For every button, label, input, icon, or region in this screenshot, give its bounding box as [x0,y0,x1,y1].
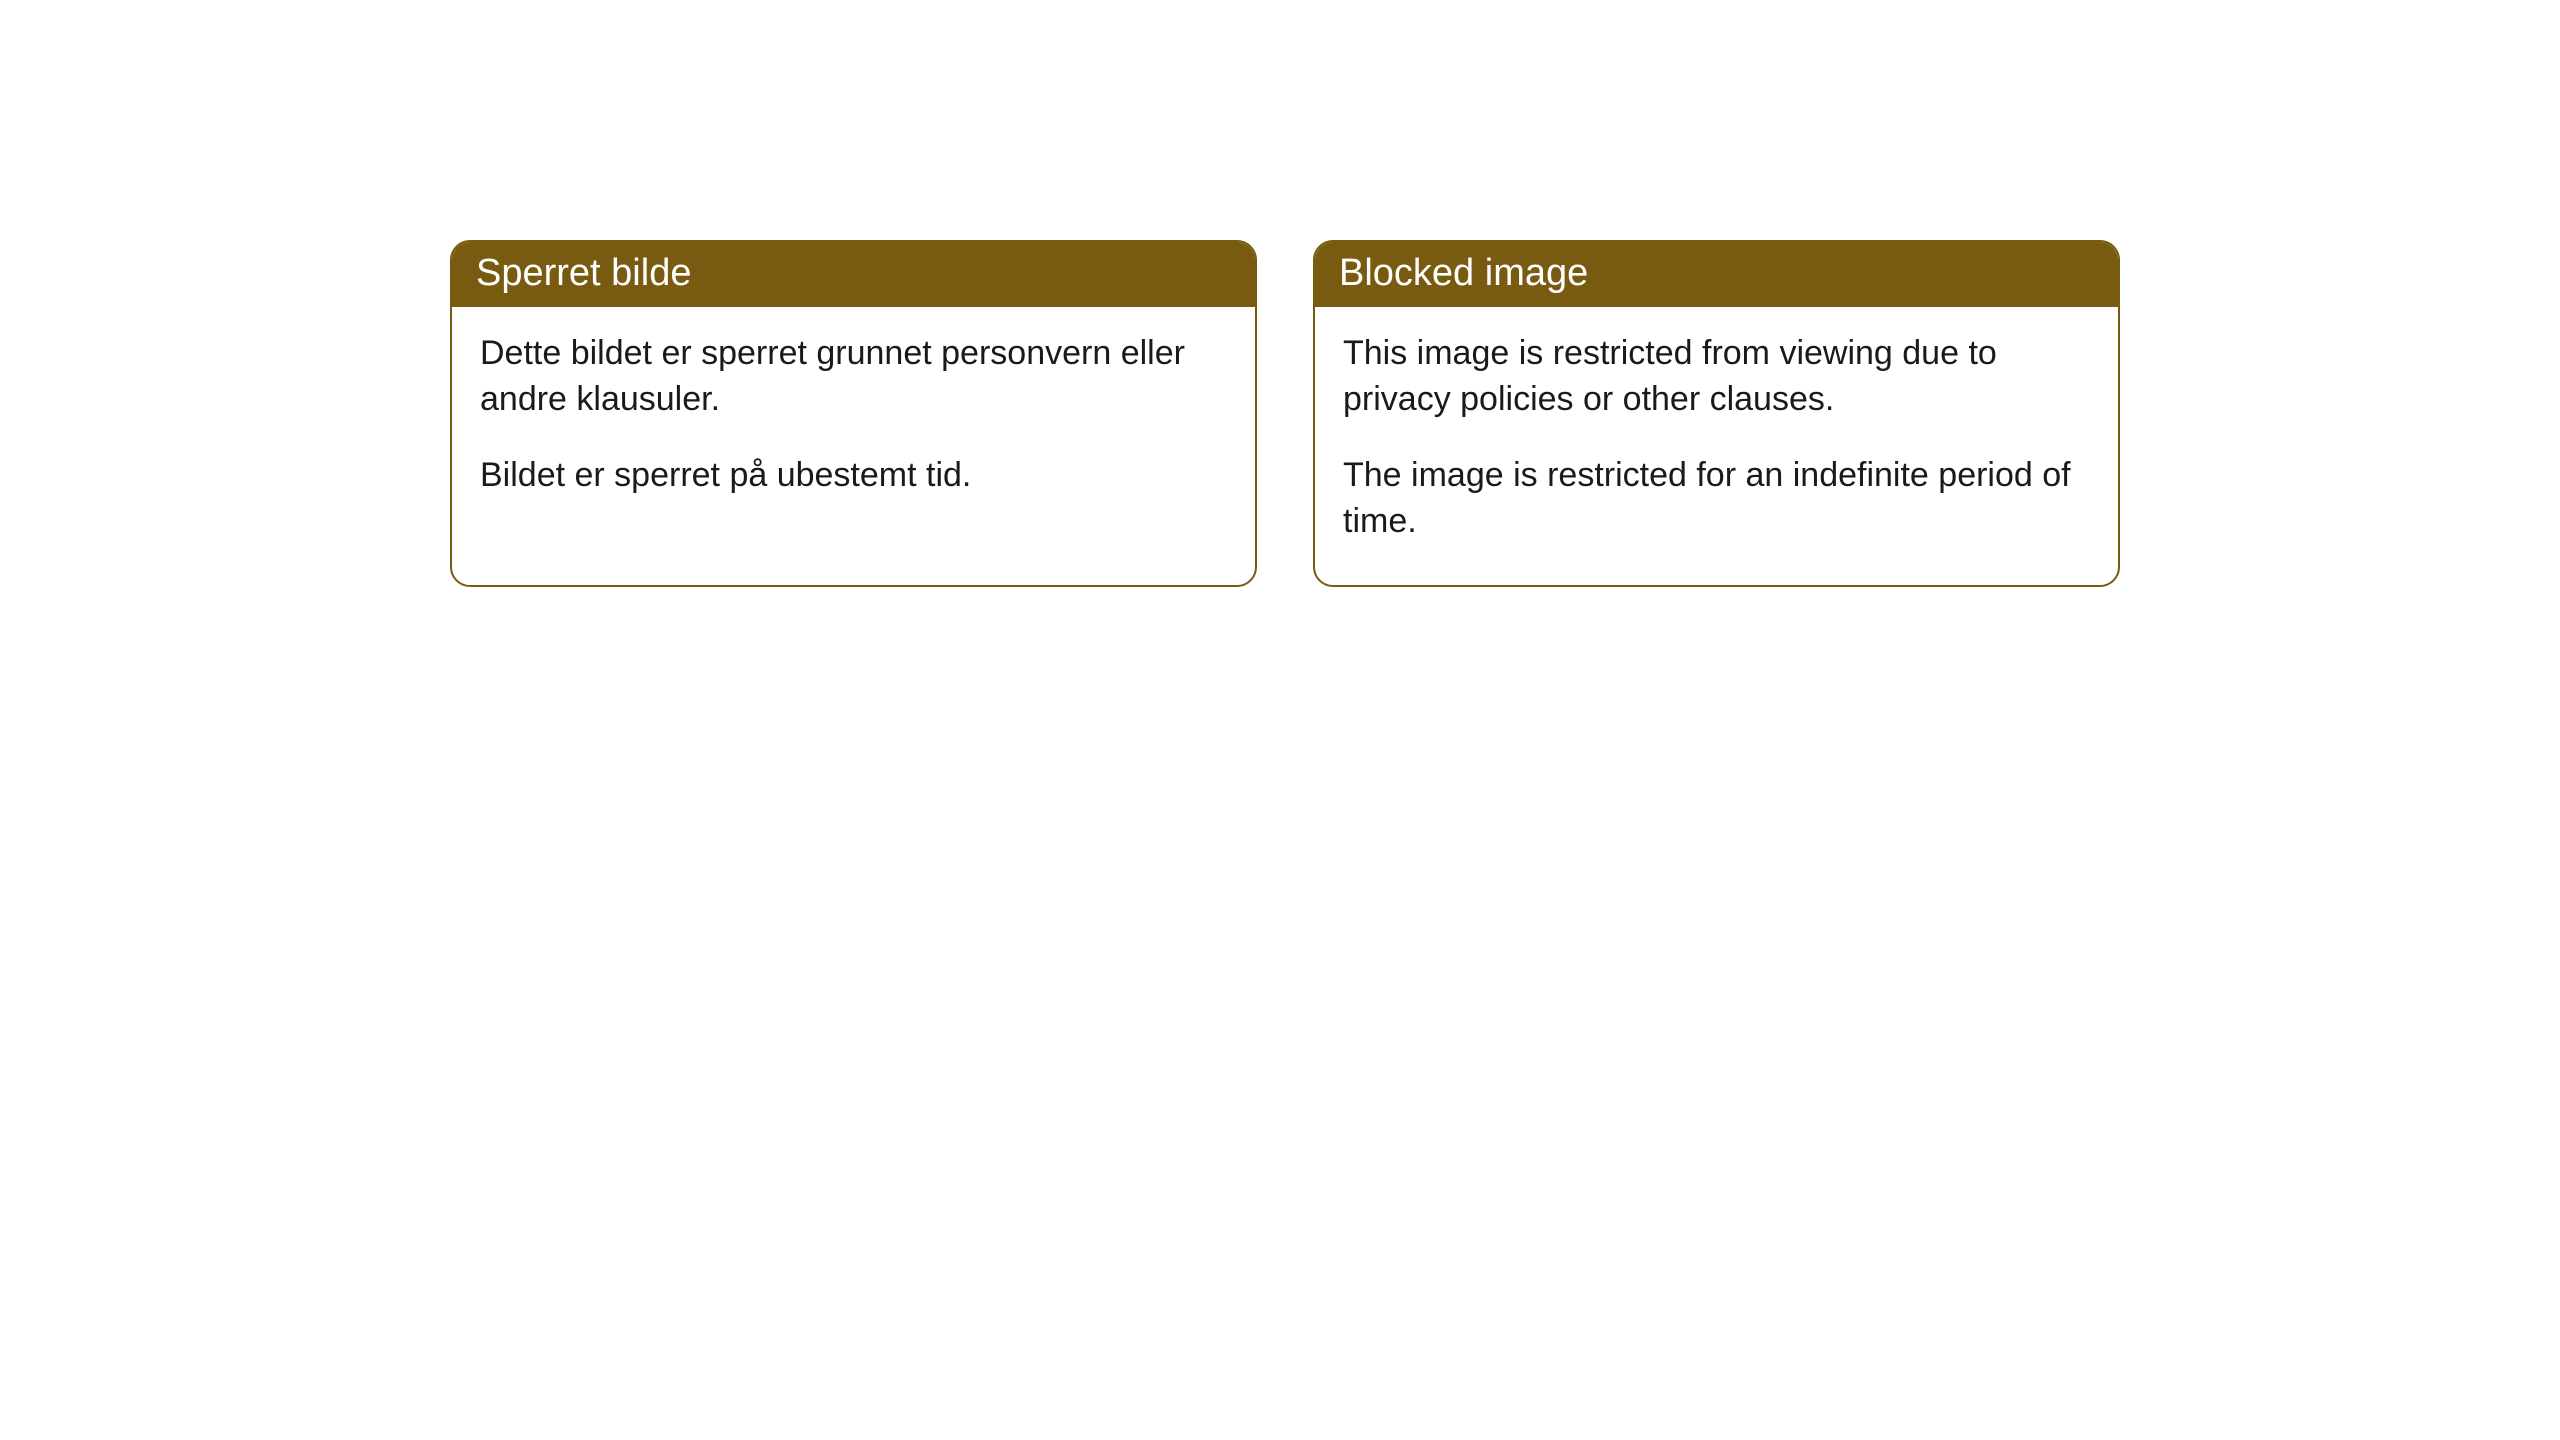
blocked-image-card-en: Blocked image This image is restricted f… [1313,240,2120,587]
card-title: Sperret bilde [476,252,691,294]
card-paragraph: Dette bildet er sperret grunnet personve… [480,331,1227,423]
card-body: This image is restricted from viewing du… [1315,307,2118,585]
card-header: Blocked image [1315,242,2118,307]
card-paragraph: The image is restricted for an indefinit… [1343,453,2090,545]
blocked-image-card-no: Sperret bilde Dette bildet er sperret gr… [450,240,1257,587]
card-paragraph: Bildet er sperret på ubestemt tid. [480,453,1227,499]
cards-container: Sperret bilde Dette bildet er sperret gr… [0,0,2560,587]
card-paragraph: This image is restricted from viewing du… [1343,331,2090,423]
card-header: Sperret bilde [452,242,1255,307]
card-title: Blocked image [1339,252,1588,294]
card-body: Dette bildet er sperret grunnet personve… [452,307,1255,539]
